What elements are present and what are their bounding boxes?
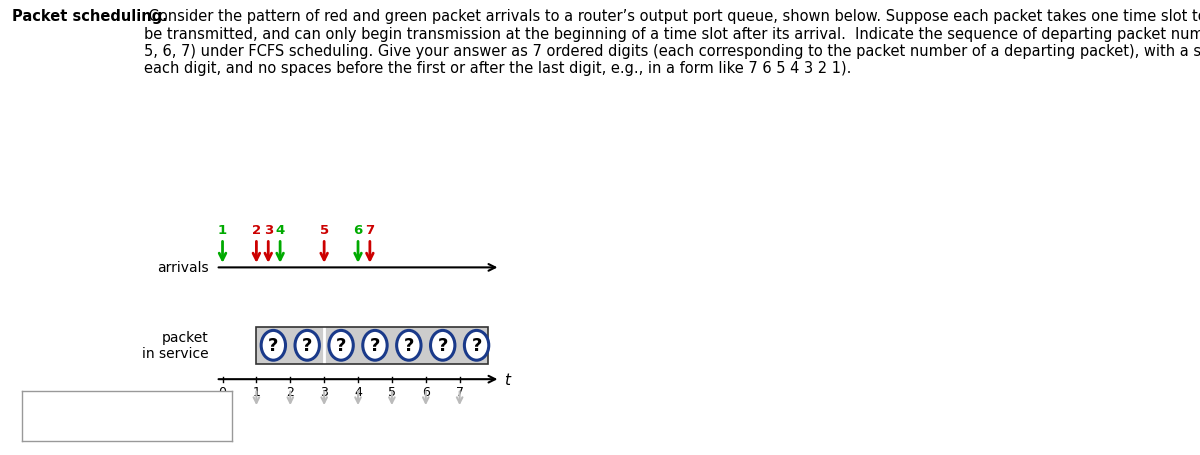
Text: 2: 2 (252, 223, 260, 236)
Text: 4: 4 (276, 223, 284, 236)
Text: 3: 3 (320, 385, 328, 399)
Text: 7: 7 (456, 385, 463, 399)
Text: Consider the pattern of red and green packet arrivals to a router’s output port : Consider the pattern of red and green pa… (144, 9, 1200, 76)
Text: ?: ? (370, 337, 380, 354)
Text: 7: 7 (365, 223, 374, 236)
Text: ?: ? (403, 337, 414, 354)
Text: ?: ? (472, 337, 481, 354)
Ellipse shape (295, 331, 319, 360)
Text: 2: 2 (287, 385, 294, 399)
Ellipse shape (464, 331, 488, 360)
Text: ?: ? (438, 337, 448, 354)
Text: 5: 5 (388, 385, 396, 399)
Bar (324, 327, 488, 364)
Ellipse shape (362, 331, 388, 360)
Ellipse shape (329, 331, 353, 360)
Text: ?: ? (268, 337, 278, 354)
Text: 4: 4 (354, 385, 362, 399)
Ellipse shape (262, 331, 286, 360)
Text: 6: 6 (353, 223, 362, 236)
Text: 1: 1 (218, 223, 227, 236)
Text: 5: 5 (319, 223, 329, 236)
Text: packet
in service: packet in service (143, 330, 209, 361)
Bar (257, 327, 488, 364)
Text: 0: 0 (218, 385, 227, 399)
Text: 6: 6 (422, 385, 430, 399)
Bar (257, 327, 324, 364)
Text: departures: departures (133, 406, 209, 420)
Text: ?: ? (302, 337, 312, 354)
Ellipse shape (397, 331, 421, 360)
Text: 1: 1 (252, 385, 260, 399)
Text: Packet scheduling.: Packet scheduling. (12, 9, 168, 24)
Ellipse shape (431, 331, 455, 360)
Text: t: t (504, 372, 510, 387)
Text: 3: 3 (264, 223, 272, 236)
Text: ?: ? (336, 337, 347, 354)
Text: arrivals: arrivals (157, 261, 209, 275)
